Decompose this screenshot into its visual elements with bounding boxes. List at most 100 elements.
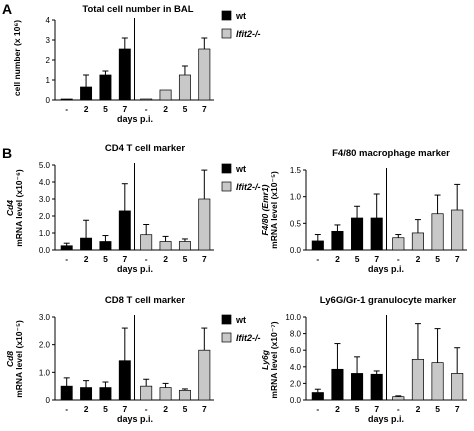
- x-tick-label: 2: [84, 254, 89, 264]
- bar: [60, 385, 73, 401]
- x-tick-label: 5: [183, 254, 188, 264]
- y-tick-label: 8.0: [290, 330, 302, 339]
- bar: [178, 389, 191, 401]
- legend-label: Ifit2-/-: [236, 29, 261, 39]
- legend-swatch: [221, 314, 232, 325]
- bar: [411, 232, 424, 251]
- x-axis-label: days p.i.: [117, 414, 153, 424]
- x-tick-label: 7: [202, 104, 207, 114]
- x-tick-label: 2: [335, 404, 340, 414]
- x-tick-label: 7: [122, 404, 127, 414]
- bar: [351, 217, 364, 251]
- chart-title: CD4 T cell marker: [105, 143, 186, 154]
- y-tick-label: 3: [46, 36, 51, 45]
- x-tick-label: 5: [435, 254, 440, 264]
- y-axis-gene-label: Ly6g: [260, 349, 270, 370]
- legend-swatch: [221, 10, 232, 21]
- bar: [99, 387, 112, 401]
- x-axis-label: days p.i.: [117, 114, 153, 124]
- bar: [140, 385, 153, 401]
- bar: [370, 373, 383, 401]
- y-tick-label: 4: [46, 16, 51, 25]
- x-axis-label: days p.i.: [368, 264, 404, 274]
- bar: [118, 210, 131, 251]
- y-tick-label: 2.0: [39, 212, 51, 221]
- panel-label-b: B: [2, 145, 12, 161]
- y-axis-label: cell number (x 10⁶): [12, 20, 22, 96]
- x-tick-label: -: [316, 404, 319, 414]
- bar: [431, 362, 444, 401]
- x-tick-label: 5: [355, 404, 360, 414]
- bar: [311, 240, 324, 251]
- bar: [198, 198, 211, 251]
- bar: [451, 373, 464, 401]
- legend-label: wt: [235, 315, 246, 325]
- bar: [140, 98, 153, 101]
- bar: [198, 48, 211, 101]
- bar: [60, 98, 73, 101]
- x-tick-label: 5: [435, 404, 440, 414]
- x-tick-label: 7: [374, 404, 379, 414]
- y-tick-label: 10.0: [285, 313, 301, 322]
- legend-swatch: [221, 163, 232, 174]
- y-axis-gene-label: Cd8: [5, 351, 15, 367]
- x-tick-label: 7: [202, 254, 207, 264]
- y-tick-label: 1.0: [39, 368, 51, 377]
- bar: [178, 74, 191, 101]
- x-tick-label: 2: [163, 104, 168, 114]
- bar: [331, 230, 344, 251]
- x-tick-label: -: [145, 254, 148, 264]
- x-tick-label: -: [65, 254, 68, 264]
- y-tick-label: 4.0: [290, 363, 302, 372]
- chart-cd4: CD4 T cell marker 0.0 1.0 2.0 3.0 4.0 5.0 - 2 5 7 -…: [5, 143, 261, 274]
- y-axis-gene-label: F4/80 (Emr1): [260, 184, 270, 235]
- x-axis-label: days p.i.: [368, 414, 404, 424]
- legend-swatch: [221, 332, 232, 343]
- x-tick-label: 2: [84, 404, 89, 414]
- bar: [80, 237, 93, 251]
- bar: [198, 349, 211, 401]
- x-tick-label: 5: [183, 104, 188, 114]
- bar: [99, 241, 112, 251]
- x-tick-label: 7: [122, 254, 127, 264]
- bar: [311, 392, 324, 401]
- bar: [140, 234, 153, 251]
- x-tick-label: 2: [416, 404, 421, 414]
- bar: [159, 241, 172, 251]
- x-tick-label: 5: [103, 254, 108, 264]
- y-tick-label: 6.0: [290, 346, 302, 355]
- y-tick-label: 2: [46, 56, 51, 65]
- y-tick-label: 0: [46, 396, 51, 405]
- x-tick-label: -: [145, 104, 148, 114]
- x-tick-label: 2: [84, 104, 89, 114]
- bar: [331, 368, 344, 401]
- bar: [351, 373, 364, 401]
- y-tick-label: 0.0: [39, 246, 51, 255]
- x-tick-label: 2: [335, 254, 340, 264]
- y-axis-label: mRNA level (x10⁻⁷): [269, 321, 279, 398]
- x-tick-label: -: [145, 404, 148, 414]
- y-tick-label: 0.5: [290, 219, 302, 228]
- chart-title: CD8 T cell marker: [105, 295, 186, 306]
- y-tick-label: 3.0: [39, 313, 51, 322]
- y-tick-label: 4.0: [39, 178, 51, 187]
- y-tick-label: 2.0: [290, 379, 302, 388]
- y-tick-label: 0: [46, 96, 51, 105]
- bar: [80, 387, 93, 401]
- x-tick-label: 2: [163, 254, 168, 264]
- x-tick-label: 7: [455, 404, 460, 414]
- bar: [431, 213, 444, 251]
- chart-title: Ly6G/Gr-1 granulocyte marker: [320, 295, 457, 306]
- y-tick-label: 5.0: [39, 161, 51, 170]
- x-tick-label: -: [397, 254, 400, 264]
- legend-label: wt: [235, 164, 246, 174]
- x-tick-label: -: [316, 254, 319, 264]
- chart-title: F4/80 macrophage marker: [332, 148, 450, 159]
- y-tick-label: 3.0: [39, 195, 51, 204]
- x-tick-label: -: [65, 404, 68, 414]
- bar: [451, 209, 464, 251]
